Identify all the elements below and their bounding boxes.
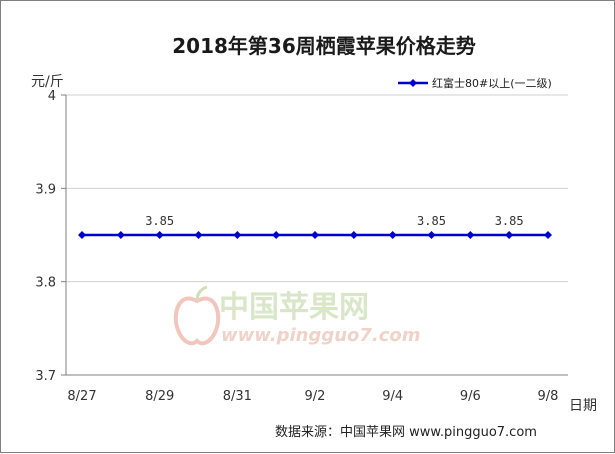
data-point: [116, 231, 125, 239]
data-point: [466, 231, 475, 239]
chart-title: 2018年第36周栖霞苹果价格走势: [172, 34, 476, 58]
y-axis-unit-label: 元/斤: [31, 74, 64, 90]
data-point: [194, 231, 203, 239]
watermark-en: www.pingguo7.com: [221, 325, 421, 346]
data-point: [155, 231, 164, 239]
data-source-note: 数据来源：中国苹果网 www.pingguo7.com: [275, 425, 537, 440]
data-label: 3.85: [417, 214, 446, 228]
data-point: [505, 231, 514, 239]
data-point: [544, 231, 552, 239]
y-tick-labels: 4 3.9 3.8 3.7: [35, 89, 56, 384]
data-point: [272, 231, 281, 239]
gridlines: [66, 94, 568, 283]
legend-entry: 红富士80#以上(一二级): [432, 76, 552, 90]
data-point: [78, 231, 86, 239]
watermark: 中国苹果网 www.pingguo7.com: [173, 285, 421, 346]
axes: [61, 94, 568, 376]
x-tick-label: 8/31: [223, 389, 252, 404]
x-tick-label: 8/27: [67, 389, 96, 404]
x-tick-label: 9/8: [538, 389, 559, 404]
legend: 红富士80#以上(一二级): [398, 76, 552, 90]
x-axis-unit-label: 日期: [569, 398, 597, 414]
x-tick-label: 9/6: [460, 389, 481, 404]
data-point: [311, 231, 319, 239]
apple-logo-icon: [173, 285, 221, 346]
x-tick-label: 8/29: [145, 389, 174, 404]
data-label: 3.85: [145, 214, 174, 228]
series: [78, 231, 552, 239]
y-tick-label: 4: [48, 89, 56, 104]
data-point: [349, 231, 358, 239]
y-tick-label: 3.7: [35, 369, 56, 384]
data-point: [427, 231, 436, 239]
data-point: [388, 231, 397, 239]
data-point: [233, 231, 242, 239]
watermark-cn: 中国苹果网: [219, 290, 369, 325]
data-label: 3.85: [495, 214, 524, 228]
y-tick-label: 3.8: [35, 276, 56, 291]
data-labels: 3.85 3.85 3.85: [145, 214, 523, 228]
y-tick-label: 3.9: [35, 182, 56, 197]
x-tick-labels: 8/27 8/29 8/31 9/2 9/4 9/6 9/8: [67, 389, 558, 404]
x-tick-label: 9/4: [382, 389, 403, 404]
x-tick-label: 9/2: [305, 389, 326, 404]
legend-marker-swatch: [409, 79, 417, 87]
